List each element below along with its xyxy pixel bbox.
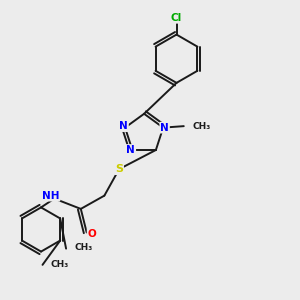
Text: CH₃: CH₃: [51, 260, 69, 269]
Text: N: N: [160, 123, 169, 133]
Text: S: S: [115, 164, 123, 174]
Text: N: N: [127, 145, 135, 155]
Text: NH: NH: [42, 190, 59, 201]
Text: N: N: [119, 121, 128, 131]
Text: CH₃: CH₃: [74, 243, 93, 252]
Text: O: O: [88, 229, 96, 239]
Text: Cl: Cl: [171, 13, 182, 23]
Text: CH₃: CH₃: [192, 122, 210, 130]
